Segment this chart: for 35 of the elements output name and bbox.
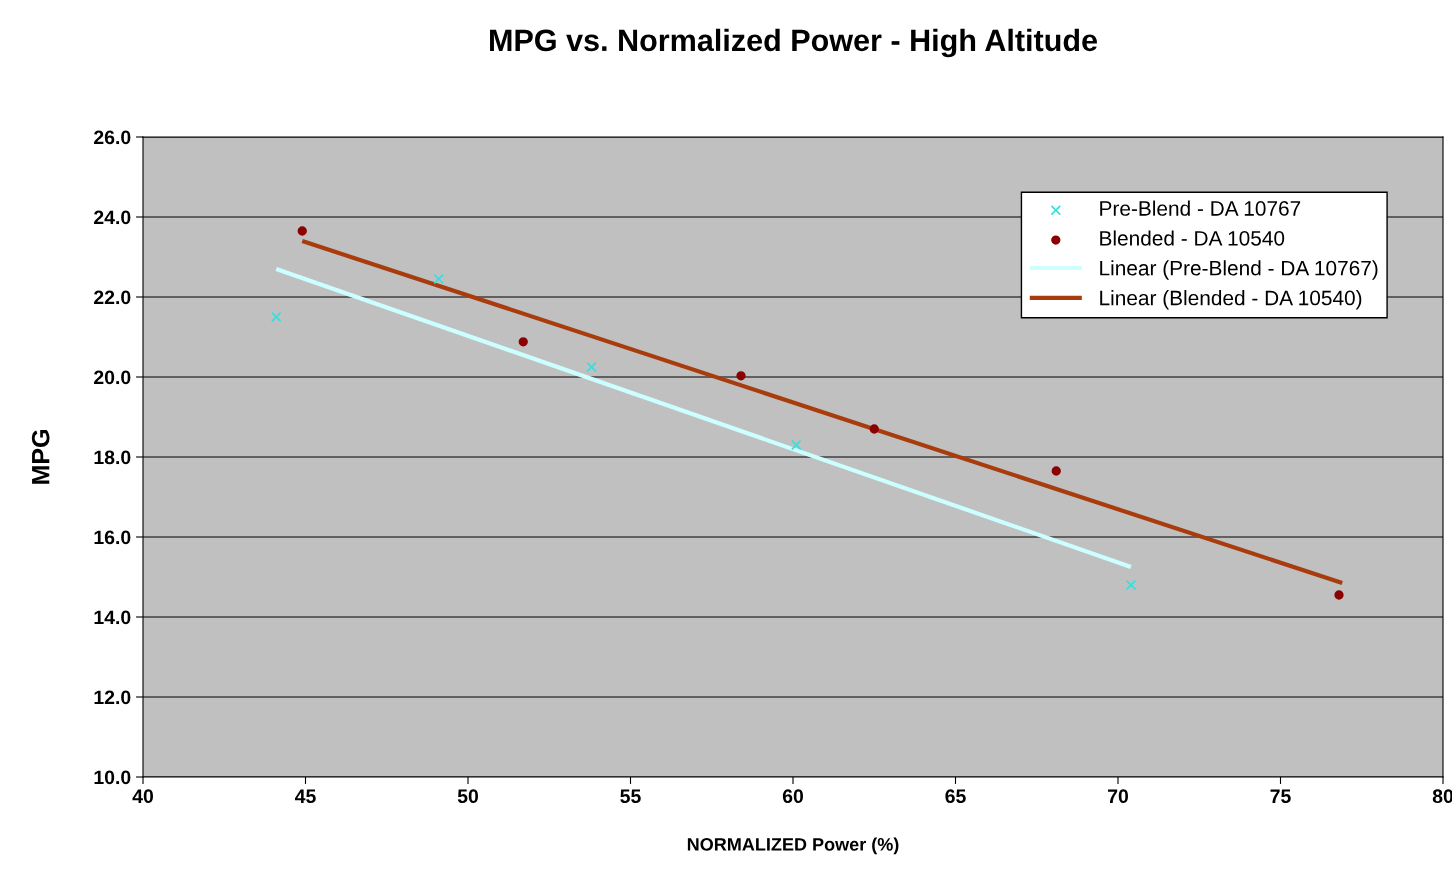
x-tick-label: 60 <box>782 789 804 804</box>
point <box>736 371 746 381</box>
legend-label: Blended - DA 10540 <box>1100 230 1285 246</box>
point <box>518 337 528 347</box>
y-tick-label: 18.0 <box>94 450 131 465</box>
y-tick-label: 12.0 <box>94 690 131 705</box>
legend-label: Linear (Blended - DA 10540) <box>1100 290 1362 310</box>
point <box>1334 590 1344 600</box>
point <box>791 439 802 451</box>
x-tick-label: 45 <box>294 789 316 804</box>
point <box>1051 466 1061 476</box>
point <box>869 424 879 434</box>
x-tick-label: 65 <box>945 789 966 804</box>
x-tick-label: 75 <box>1270 789 1291 804</box>
y-tick-label: 24.0 <box>94 210 131 225</box>
chart-title: MPG vs. Normalized Power - High Altitude <box>490 28 1097 58</box>
x-tick-label: 70 <box>1108 789 1129 804</box>
point <box>271 311 282 323</box>
y-tick-label: 10.0 <box>94 770 131 785</box>
x-tick-label: 40 <box>132 789 154 804</box>
point <box>586 361 597 373</box>
x-tick-label: 55 <box>620 789 641 804</box>
x-axis-title: NORMALIZED Power (%) <box>687 837 899 855</box>
point <box>433 273 444 285</box>
y-tick-label: 22.0 <box>94 290 131 305</box>
y-tick-label: 20.0 <box>94 370 131 385</box>
legend-label: Linear (Pre-Blend - DA 10767) <box>1100 260 1378 280</box>
y-tick-label: 16.0 <box>94 530 131 545</box>
y-tick-label: 14.0 <box>94 610 131 625</box>
point <box>1125 579 1137 591</box>
legend-label: Pre-Blend - DA 10767 <box>1100 200 1301 216</box>
y-tick-label: 26.0 <box>94 130 131 145</box>
y-axis-title: MPG <box>31 430 50 484</box>
x-tick-label: 50 <box>457 789 479 804</box>
point <box>297 226 307 236</box>
